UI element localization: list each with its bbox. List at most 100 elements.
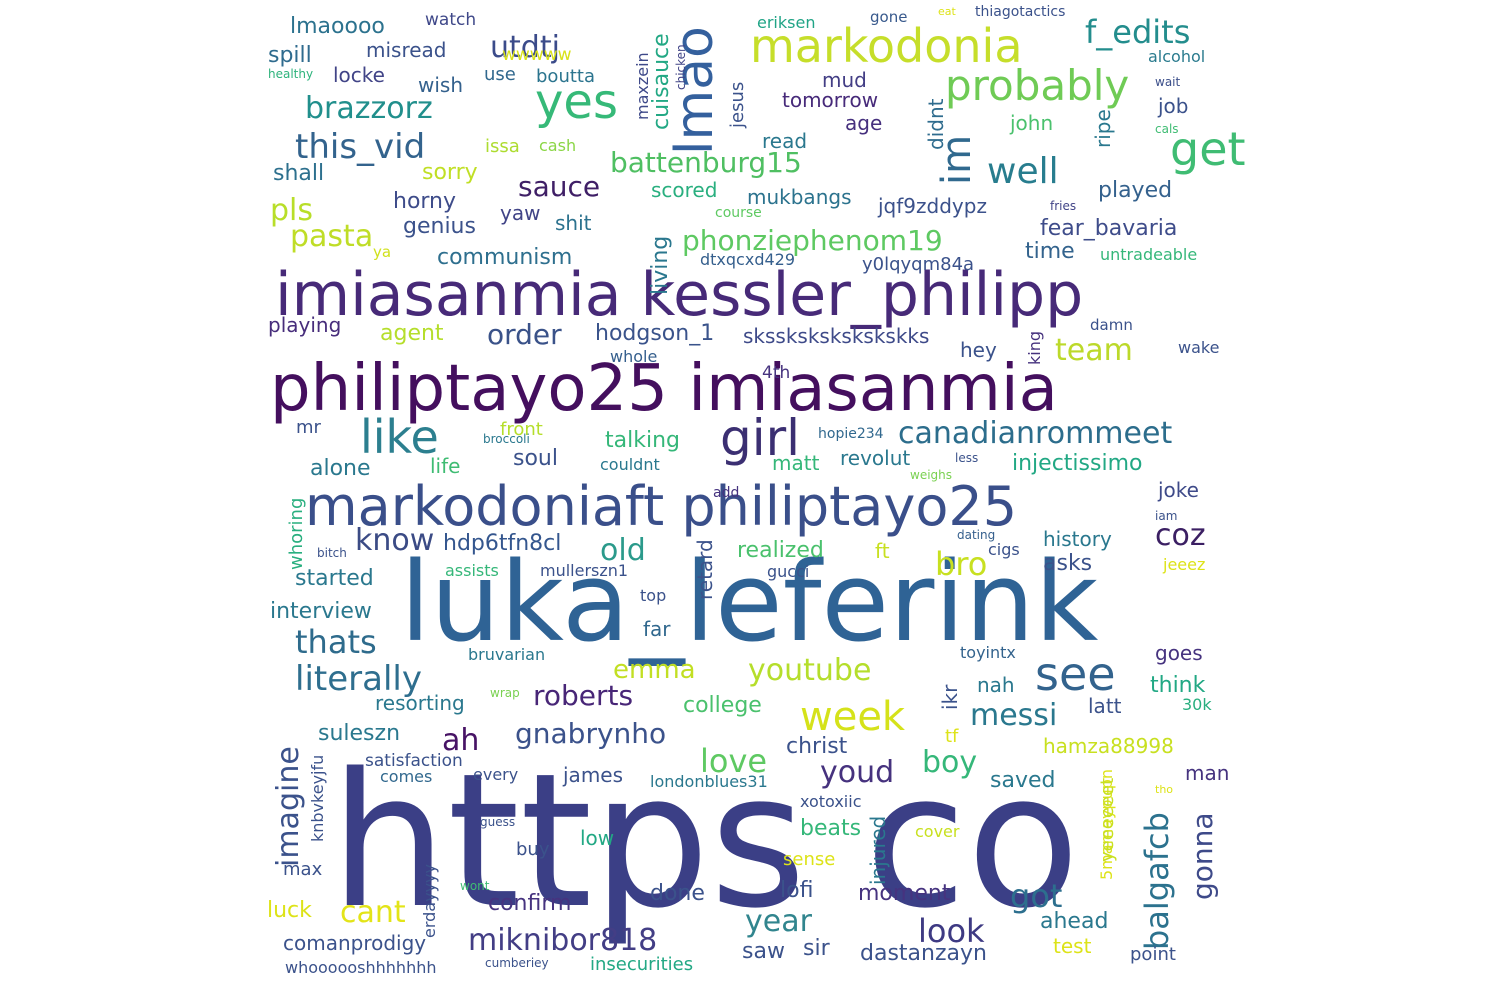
word-ah: ah: [442, 723, 479, 758]
word-dtxqcxd429: dtxqcxd429: [700, 250, 795, 269]
word-broccoli: broccoli: [483, 432, 530, 446]
word-think: think: [1150, 673, 1206, 698]
word-y0lqyqm84a: y0lqyqm84a: [862, 254, 974, 275]
word-lofi: lofi: [780, 878, 813, 903]
word-see: see: [1035, 647, 1116, 701]
word-scored: scored: [651, 178, 717, 202]
word-canadianrommeet: canadianrommeet: [898, 416, 1172, 451]
word-front: front: [500, 419, 543, 440]
word-interview: interview: [270, 599, 372, 624]
word-nah: nah: [977, 673, 1015, 697]
word-utdtj: utdtj: [490, 30, 560, 65]
word-add: add: [713, 485, 739, 501]
word-living: living: [648, 236, 673, 295]
word-probably: probably: [945, 61, 1129, 110]
word-saved: saved: [990, 768, 1055, 793]
word-cals: cals: [1155, 122, 1179, 136]
word-wwwww: wwwww: [502, 45, 572, 65]
word-beats: beats: [800, 816, 861, 841]
word-look: look: [918, 912, 985, 950]
word-lmao: lmao: [665, 26, 725, 155]
word-https-co: https co: [330, 733, 1080, 949]
word-got: got: [1010, 877, 1062, 915]
word-whoooooshhhhhhh: whoooooshhhhhhh: [285, 958, 437, 977]
word-use: use: [484, 64, 516, 85]
word-sir: sir: [803, 936, 831, 961]
word-messi: messi: [970, 698, 1057, 733]
word-yeeeeeet: yeeeeeet: [1097, 778, 1118, 862]
word-christ: christ: [786, 734, 848, 759]
word-buy: buy: [516, 839, 550, 860]
word-low: low: [580, 826, 614, 850]
word-latt: latt: [1088, 694, 1122, 718]
word-spill: spill: [268, 43, 312, 68]
word-misread: misread: [366, 38, 447, 62]
word-hodgson-1: hodgson_1: [595, 321, 714, 346]
word-issa: issa: [485, 136, 520, 157]
word-ft: ft: [875, 539, 890, 563]
word-year: year: [745, 904, 813, 939]
word-agent: agent: [380, 321, 444, 346]
word-done: done: [650, 881, 705, 906]
word-cumberiey: cumberiey: [485, 956, 549, 970]
word-mr: mr: [296, 417, 322, 438]
word-moment: moment: [858, 881, 951, 906]
word-started: started: [295, 566, 374, 591]
word-sense: sense: [783, 849, 835, 870]
word-im: im: [934, 135, 980, 185]
word-ikr: ikr: [938, 684, 962, 710]
word-philiptayo25-imiasanmia: philiptayo25 imiasanmia: [270, 352, 1058, 426]
word-max: max: [283, 859, 323, 880]
word-wont: wont: [460, 879, 490, 893]
word-miknibor818: miknibor818: [468, 923, 657, 958]
word-james: james: [562, 763, 623, 787]
word-ahead: ahead: [1040, 909, 1108, 934]
word-read: read: [762, 129, 807, 153]
word-soul: soul: [513, 446, 558, 471]
word-emma: emma: [613, 655, 696, 685]
word-top: top: [640, 586, 666, 605]
word-sksskskskskskskks: sksskskskskskskks: [743, 324, 929, 348]
word-fries: fries: [1050, 199, 1076, 213]
word-lmaoooo: lmaoooo: [290, 14, 385, 39]
word-locke: locke: [333, 63, 385, 87]
word-watch: watch: [425, 10, 476, 30]
word-cash: cash: [539, 136, 576, 155]
word-goes: goes: [1155, 641, 1203, 665]
word-untradeable: untradeable: [1100, 245, 1197, 264]
word-jeeez: jeeez: [1162, 555, 1205, 574]
word-insecurities: insecurities: [590, 954, 693, 975]
word-wait: wait: [1155, 75, 1181, 89]
word-londonblues31: londonblues31: [650, 772, 768, 791]
word-point: point: [1130, 944, 1176, 965]
word-shit: shit: [555, 211, 592, 235]
word-resorting: resorting: [375, 691, 465, 715]
word-balgafcb: balgafcb: [1138, 812, 1176, 950]
word-old: old: [600, 533, 646, 568]
word-cuisauce: cuisauce: [649, 33, 674, 130]
word-pasta: pasta: [290, 219, 373, 254]
word-luck: luck: [267, 898, 312, 923]
word-whoring: whoring: [286, 498, 307, 570]
word-chicken: chicken: [674, 44, 688, 90]
word-dating: dating: [957, 528, 995, 542]
word-wish: wish: [418, 73, 463, 97]
word-gucci: gucci: [767, 562, 809, 581]
word-suleszn: suleszn: [318, 721, 400, 746]
word-mukbangs: mukbangs: [747, 185, 851, 209]
word-markodonia: markodonia: [750, 19, 1023, 73]
word-love: love: [700, 742, 767, 780]
word-team: team: [1055, 333, 1133, 368]
word-talking: talking: [605, 428, 680, 453]
word-playing: playing: [268, 313, 341, 337]
word-gnabrynho: gnabrynho: [515, 717, 666, 750]
word-king: king: [1025, 331, 1044, 365]
word-tf: tf: [945, 726, 959, 747]
word-literally: literally: [295, 659, 422, 699]
word-age: age: [845, 111, 882, 135]
word-saw: saw: [742, 939, 785, 964]
word-alone: alone: [310, 456, 371, 481]
word-time: time: [1025, 239, 1075, 264]
word-thiagotactics: thiagotactics: [975, 4, 1065, 20]
word-gone: gone: [870, 8, 907, 26]
